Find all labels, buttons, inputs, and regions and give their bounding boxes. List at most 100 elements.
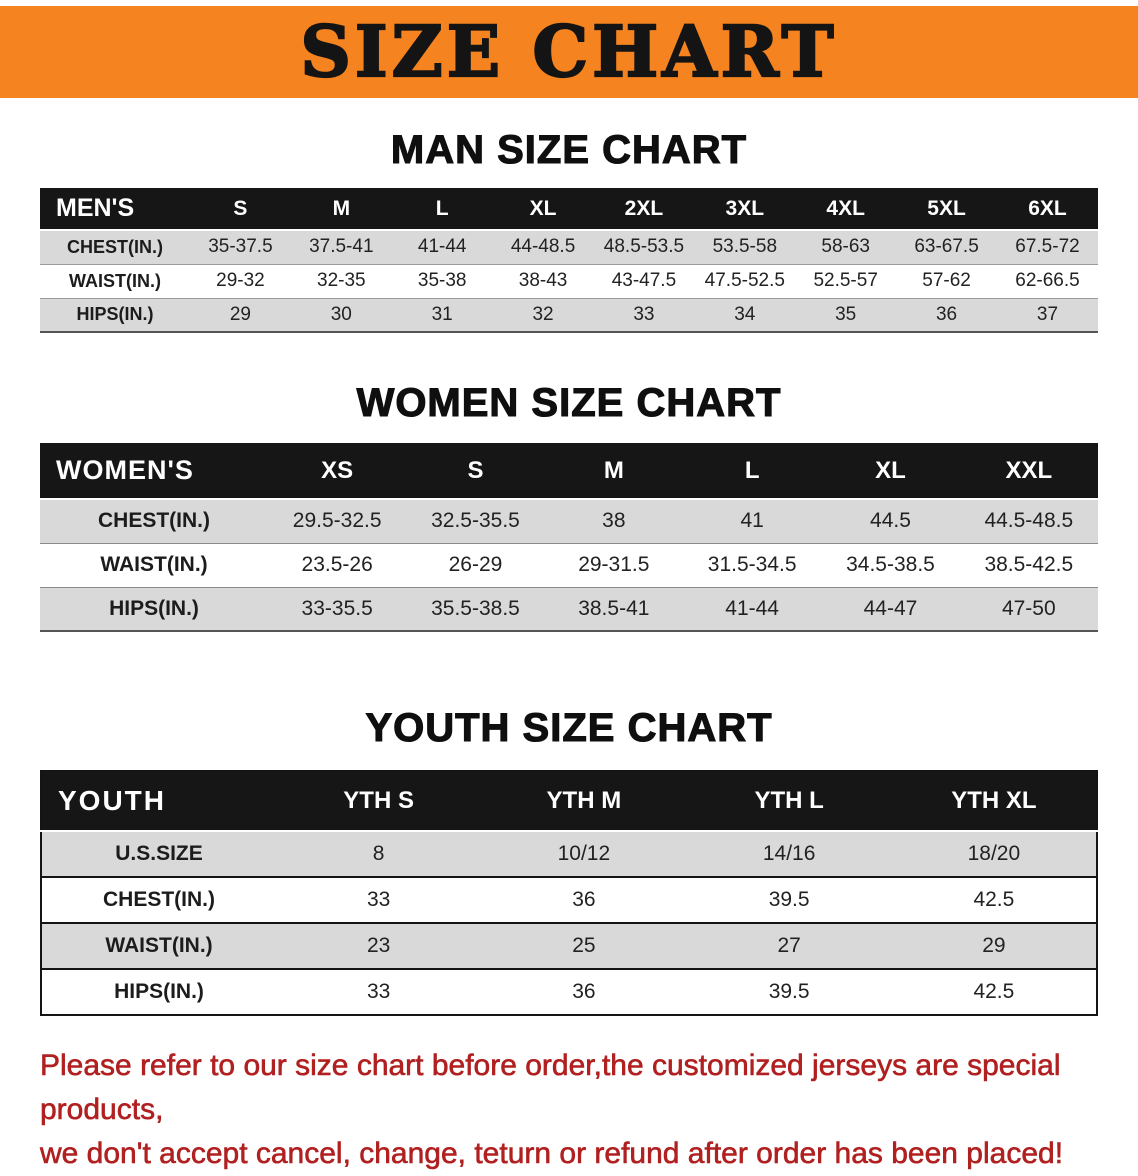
row-label-cell: WAIST(IN.) <box>100 553 208 576</box>
size-value-cell: 34.5-38.5 <box>846 553 935 576</box>
women-size-table: WOMEN'S XS S M L XL XXL CHEST(IN.) 29.5-32.5 32.… <box>40 443 1098 632</box>
size-value-cell: 29-32 <box>216 270 265 291</box>
row-label-cell: U.S.SIZE <box>115 842 203 865</box>
size-value-cell: 29 <box>982 934 1006 957</box>
row-label-cell: WAIST(IN.) <box>105 934 213 957</box>
size-header-cell: S <box>406 443 545 500</box>
size-value-cell: 27 <box>777 934 801 957</box>
youth-table-header-row: YOUTH YTH S YTH M YTH L YTH XL <box>41 771 1097 832</box>
size-header-cell: M <box>544 443 683 500</box>
size-header-cell: 5XL <box>896 188 997 231</box>
size-value-cell: 25 <box>572 934 596 957</box>
measurement-row: CHEST(IN.) 35-37.5 37.5-41 41-44 44-48.5 48.5… <box>40 230 1098 264</box>
size-value-cell: 35-38 <box>417 270 467 291</box>
size-value-cell: 8 <box>372 842 385 865</box>
size-value-cell: 47.5-52.5 <box>704 270 785 291</box>
size-value-cell: 32 <box>532 303 554 325</box>
size-value-cell: 36 <box>935 303 958 325</box>
row-label-cell: HIPS(IN.) <box>76 304 154 325</box>
size-chart-banner: SIZE CHART <box>0 6 1138 98</box>
size-header-cell: XXL <box>959 443 1098 500</box>
row-label-cell: CHEST(IN.) <box>103 888 215 911</box>
size-value-cell: 32-35 <box>317 270 366 291</box>
page-title: SIZE CHART <box>299 10 838 93</box>
size-value-cell: 44-47 <box>863 596 918 620</box>
size-value-cell: 57-62 <box>922 270 971 291</box>
size-header-cell: YTH M <box>481 771 687 832</box>
table-title-cell: YOUTH <box>41 771 276 832</box>
size-header-cell: 2XL <box>593 188 695 231</box>
man-size-chart-section: MAN SIZE CHART MEN'S S M L XL 2XL 3XL 4XL 5XL 6XL… <box>0 126 1138 333</box>
size-value-cell: 33-35.5 <box>301 596 373 620</box>
size-header-cell: 6XL <box>997 188 1098 231</box>
size-header-cell: XL <box>821 443 960 500</box>
size-value-cell: 36 <box>572 888 596 911</box>
size-value-cell: 37.5-41 <box>309 236 374 258</box>
order-policy-note-line-2: we don't accept cancel, change, teturn o… <box>40 1137 1064 1171</box>
size-value-cell: 37 <box>1036 303 1059 325</box>
size-value-cell: 42.5 <box>973 980 1015 1003</box>
measurement-row: CHEST(IN.) 29.5-32.5 32.5-35.5 38 41 44.5 44.5… <box>40 499 1098 543</box>
size-header-cell: YTH XL <box>891 771 1097 832</box>
size-header-cell: L <box>682 443 822 500</box>
row-label-cell: HIPS(IN.) <box>109 596 199 620</box>
measurement-row: U.S.SIZE 8 10/12 14/16 18/20 <box>41 831 1097 877</box>
size-value-cell: 52.5-57 <box>813 270 878 291</box>
row-label-cell: WAIST(IN.) <box>69 270 161 291</box>
youth-size-table: YOUTH YTH S YTH M YTH L YTH XL U.S.SIZE 8 10/1… <box>40 770 1098 1016</box>
size-value-cell: 14/16 <box>762 842 816 865</box>
size-value-cell: 43-47.5 <box>611 270 677 291</box>
row-label-cell: CHEST(IN.) <box>67 236 163 257</box>
size-header-cell: L <box>391 188 493 231</box>
size-header-cell: XL <box>492 188 594 231</box>
size-value-cell: 38.5-41 <box>578 596 650 620</box>
youth-size-chart-section: YOUTH SIZE CHART YOUTH YTH S YTH M YTH L YTH… <box>0 704 1138 1016</box>
size-value-cell: 33 <box>366 888 391 911</box>
women-table-header-row: WOMEN'S XS S M L XL XXL <box>40 443 1098 500</box>
measurement-row: HIPS(IN.) 33-35.5 35.5-38.5 38.5-41 41-44 44-… <box>40 587 1098 631</box>
size-value-cell: 26-29 <box>448 553 503 576</box>
size-value-cell: 29 <box>229 303 251 325</box>
size-value-cell: 10/12 <box>557 842 611 865</box>
size-value-cell: 58-63 <box>821 236 870 258</box>
man-size-chart-heading: MAN SIZE CHART <box>390 127 748 172</box>
size-value-cell: 18/20 <box>967 842 1021 865</box>
size-value-cell: 36 <box>572 980 596 1003</box>
order-policy-note: Please refer to our size chart before or… <box>40 1044 1100 1176</box>
table-title-cell: MEN'S <box>40 188 190 231</box>
size-value-cell: 42.5 <box>973 888 1015 911</box>
size-value-cell: 23.5-26 <box>301 553 373 576</box>
women-size-chart-section: WOMEN SIZE CHART WOMEN'S XS S M L XL XXL CHEST… <box>0 379 1138 632</box>
size-value-cell: 35.5-38.5 <box>431 596 520 620</box>
men-size-table: MEN'S S M L XL 2XL 3XL 4XL 5XL 6XL CHEST(IN.) 35-3… <box>40 188 1098 333</box>
size-value-cell: 31 <box>431 303 453 325</box>
size-header-cell: YTH L <box>686 771 892 832</box>
youth-size-chart-heading: YOUTH SIZE CHART <box>365 705 773 750</box>
order-policy-note-line-1: Please refer to our size chart before or… <box>40 1049 1061 1127</box>
size-value-cell: 53.5-58 <box>712 236 778 258</box>
women-size-chart-heading: WOMEN SIZE CHART <box>356 380 782 425</box>
size-value-cell: 62-66.5 <box>1015 270 1080 291</box>
size-value-cell: 23 <box>366 934 391 957</box>
table-title-cell: WOMEN'S <box>40 443 268 500</box>
size-header-cell: 4XL <box>795 188 897 231</box>
size-value-cell: 38 <box>602 509 626 533</box>
size-value-cell: 38-43 <box>518 270 568 291</box>
size-header-cell: XS <box>268 443 407 500</box>
row-label-cell: HIPS(IN.) <box>114 980 204 1003</box>
size-value-cell: 29.5-32.5 <box>292 509 382 533</box>
measurement-row: CHEST(IN.) 33 36 39.5 42.5 <box>41 877 1097 923</box>
size-header-cell: S <box>190 188 291 231</box>
size-value-cell: 47-50 <box>1001 596 1056 620</box>
size-header-cell: M <box>290 188 392 231</box>
size-value-cell: 35 <box>835 303 857 325</box>
size-value-cell: 44.5-48.5 <box>984 509 1074 533</box>
size-value-cell: 63-67.5 <box>914 236 979 258</box>
size-value-cell: 67.5-72 <box>1015 236 1080 258</box>
size-value-cell: 44.5 <box>870 509 911 533</box>
size-value-cell: 38.5-42.5 <box>984 553 1074 576</box>
size-header-cell: 3XL <box>694 188 796 231</box>
size-value-cell: 35-37.5 <box>208 236 273 258</box>
size-value-cell: 29-31.5 <box>578 553 650 576</box>
measurement-row: HIPS(IN.) 33 36 39.5 42.5 <box>41 969 1097 1015</box>
